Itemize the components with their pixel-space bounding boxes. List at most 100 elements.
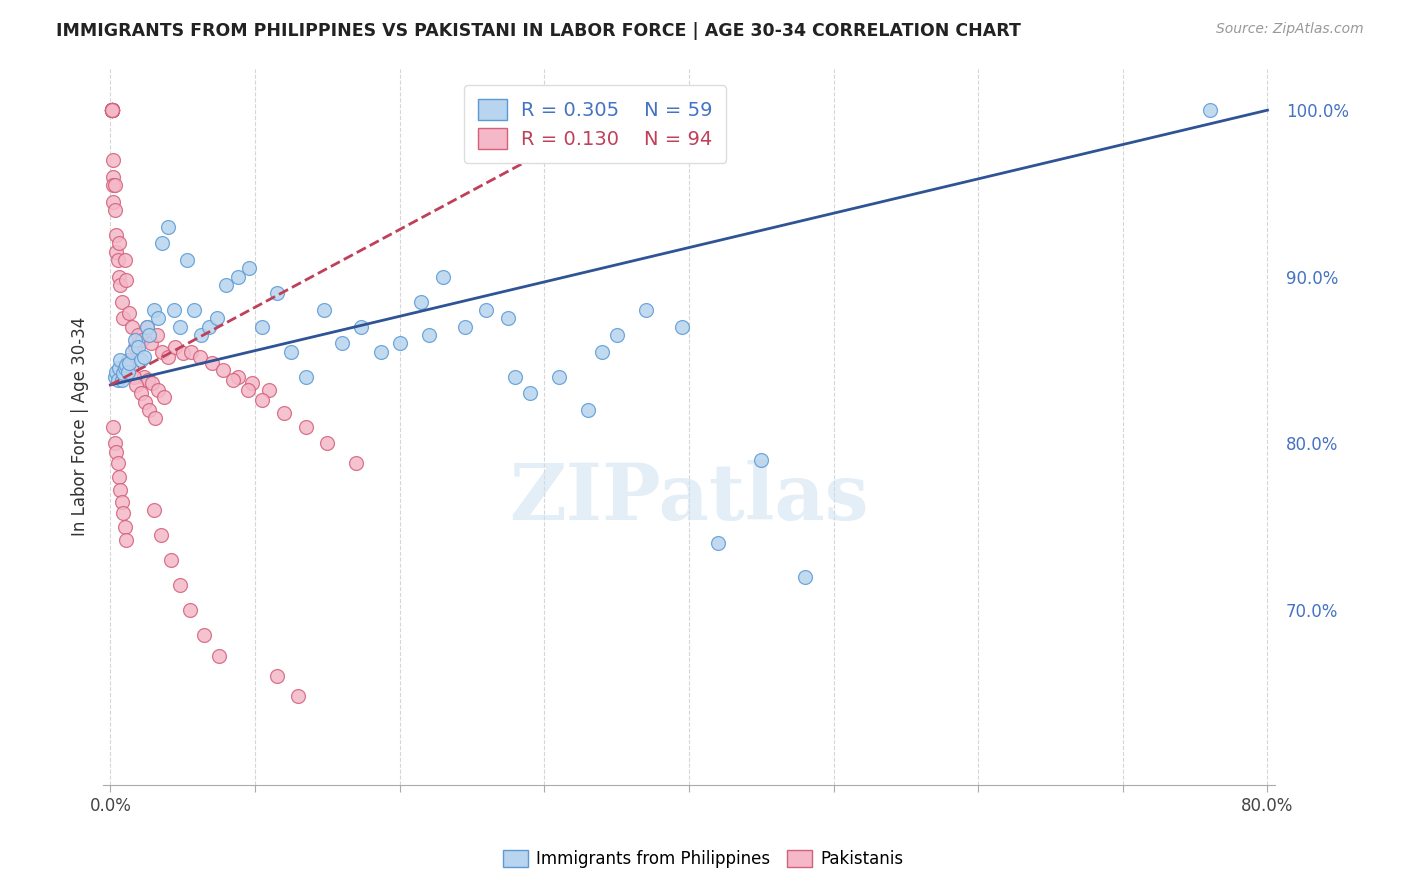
Point: [110, 483, 132, 497]
Point: [101, 103, 124, 117]
Point: [212, 363, 235, 377]
Point: [201, 356, 224, 370]
Point: [132, 369, 155, 384]
Point: [160, 553, 183, 567]
Point: [176, 253, 198, 268]
Legend: Immigrants from Philippines, Pakistanis: Immigrants from Philippines, Pakistanis: [496, 843, 910, 875]
Point: [172, 346, 194, 360]
Text: Source: ZipAtlas.com: Source: ZipAtlas.com: [1216, 22, 1364, 37]
Point: [519, 386, 541, 401]
Point: [101, 103, 124, 117]
Point: [197, 319, 219, 334]
Point: [101, 103, 124, 117]
Legend: R = 0.305    N = 59, R = 0.130    N = 94: R = 0.305 N = 59, R = 0.130 N = 94: [464, 86, 725, 163]
Point: [266, 286, 288, 301]
Point: [101, 103, 124, 117]
Point: [127, 340, 149, 354]
Point: [104, 203, 127, 218]
Point: [547, 369, 569, 384]
Point: [101, 103, 124, 117]
Point: [111, 294, 134, 309]
Point: [183, 303, 205, 318]
Point: [101, 103, 124, 117]
Point: [146, 311, 169, 326]
Point: [107, 456, 129, 470]
Point: [101, 103, 124, 117]
Point: [266, 669, 288, 683]
Point: [117, 353, 139, 368]
Point: [115, 533, 138, 547]
Point: [132, 350, 155, 364]
Point: [112, 506, 135, 520]
Point: [108, 469, 131, 483]
Point: [105, 365, 128, 379]
Point: [104, 369, 127, 384]
Point: [226, 269, 249, 284]
Point: [112, 311, 135, 326]
Point: [606, 328, 628, 343]
Point: [188, 350, 211, 364]
Point: [190, 328, 212, 343]
Point: [179, 603, 201, 617]
Point: [226, 369, 249, 384]
Point: [152, 236, 174, 251]
Point: [118, 306, 141, 320]
Point: [136, 373, 159, 387]
Point: [240, 376, 263, 391]
Point: [103, 178, 125, 193]
Point: [129, 386, 152, 401]
Point: [157, 219, 180, 234]
Point: [103, 419, 125, 434]
Point: [215, 278, 238, 293]
Point: [294, 369, 316, 384]
Point: [496, 311, 519, 326]
Point: [294, 419, 316, 434]
Point: [114, 519, 136, 533]
Point: [165, 340, 187, 354]
Point: [252, 392, 274, 407]
Point: [707, 536, 730, 550]
Point: [101, 103, 124, 117]
Point: [238, 261, 260, 276]
Point: [131, 333, 153, 347]
Point: [418, 328, 440, 343]
Point: [115, 273, 138, 287]
Point: [139, 336, 162, 351]
Point: [101, 103, 124, 117]
Point: [193, 628, 215, 642]
Point: [121, 344, 143, 359]
Point: [146, 383, 169, 397]
Point: [108, 236, 131, 251]
Point: [112, 367, 135, 381]
Point: [169, 578, 191, 592]
Point: [101, 103, 124, 117]
Point: [280, 344, 302, 359]
Point: [259, 383, 281, 397]
Point: [143, 411, 166, 425]
Point: [749, 453, 772, 467]
Point: [125, 378, 148, 392]
Point: [157, 350, 180, 364]
Point: [316, 436, 339, 450]
Point: [634, 303, 657, 318]
Point: [208, 649, 231, 664]
Point: [273, 406, 295, 420]
Point: [411, 294, 433, 309]
Point: [110, 278, 132, 293]
Point: [101, 103, 124, 117]
Point: [207, 311, 229, 326]
Point: [114, 253, 136, 268]
Point: [120, 361, 142, 376]
Point: [104, 436, 127, 450]
Point: [180, 344, 202, 359]
Point: [152, 344, 174, 359]
Point: [117, 365, 139, 379]
Point: [145, 328, 167, 343]
Point: [105, 228, 128, 243]
Point: [101, 103, 124, 117]
Point: [110, 353, 132, 368]
Point: [163, 303, 186, 318]
Point: [111, 494, 134, 508]
Point: [103, 194, 125, 209]
Point: [370, 344, 392, 359]
